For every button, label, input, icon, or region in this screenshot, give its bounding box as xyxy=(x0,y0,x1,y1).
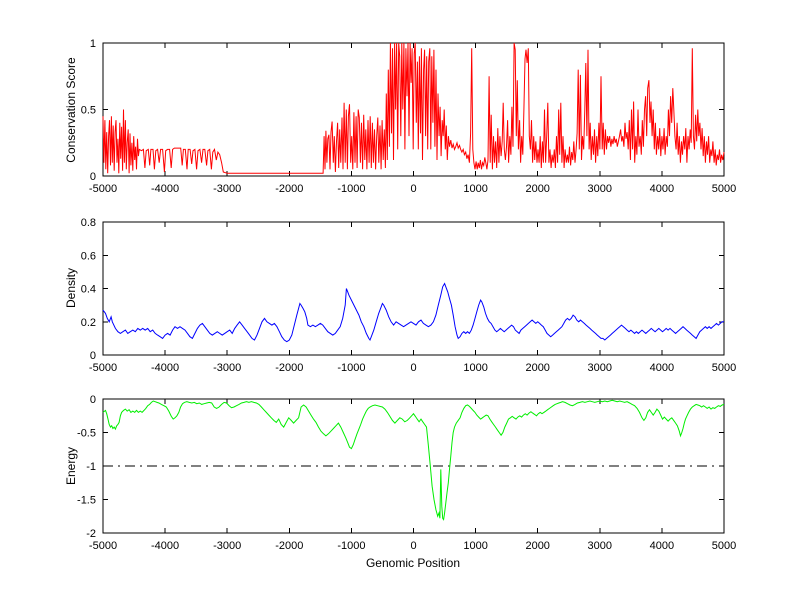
energy-ytick-label: -2 xyxy=(86,528,96,540)
density-ytick-label: 0.8 xyxy=(81,217,96,229)
conservation-score-line xyxy=(102,42,725,174)
conservation-score-ytick-label: 0 xyxy=(90,171,96,183)
conservation-score-ytick-label: 1 xyxy=(90,38,96,50)
ylabel-density: Density xyxy=(64,268,78,309)
density-xtick-label: 4000 xyxy=(650,362,674,374)
conservation-score-subplot: -5000 -4000 -3000 -2000 -1000 0 1000 2000 3000 40… xyxy=(81,38,737,195)
density-xtick-label: 2000 xyxy=(525,362,549,374)
conservation-score-xtick-label: 1000 xyxy=(463,183,487,195)
density-xtick-label: 5000 xyxy=(712,362,736,374)
density-xtick-label: 1000 xyxy=(463,362,487,374)
energy-xtick-label: 0 xyxy=(410,540,416,552)
energy-xtick-label: -4000 xyxy=(151,540,179,552)
density-xtick-label: -1000 xyxy=(337,362,365,374)
density-subplot: -5000 -4000 -3000 -2000 -1000 0 1000 2000 3000 40… xyxy=(81,217,737,374)
density-xtick-label: 0 xyxy=(410,362,416,374)
energy-xtick-label: -3000 xyxy=(213,540,241,552)
density-ytick-label: 0.4 xyxy=(81,284,96,296)
density-ytick-label: 0.6 xyxy=(81,250,96,262)
conservation-score-xtick-label: -4000 xyxy=(151,183,179,195)
density-xtick-label: -5000 xyxy=(89,362,117,374)
conservation-score-ytick-label: 0.5 xyxy=(81,105,96,117)
energy-xtick-label: 5000 xyxy=(712,540,736,552)
conservation-score-xtick-label: -3000 xyxy=(213,183,241,195)
conservation-score-xtick-label: 5000 xyxy=(712,183,736,195)
energy-xtick-label: 2000 xyxy=(525,540,549,552)
energy-ytick-label: -1 xyxy=(86,461,96,473)
ylabel-energy: Energy xyxy=(64,446,78,486)
density-axes-box xyxy=(102,221,725,356)
energy-xtick-label: -5000 xyxy=(89,540,117,552)
conservation-score-xtick-label: 2000 xyxy=(525,183,549,195)
conservation-score-xtick-label: -1000 xyxy=(337,183,365,195)
energy-xtick-label: 4000 xyxy=(650,540,674,552)
density-ytick-label: 0 xyxy=(90,350,96,362)
energy-xtick-label: 3000 xyxy=(588,540,612,552)
energy-line xyxy=(102,399,725,521)
density-xtick-label: -2000 xyxy=(275,362,303,374)
energy-xtick-label: -1000 xyxy=(337,540,365,552)
energy-subplot: -5000 -4000 -3000 -2000 -1000 0 1000 2000 3000 40… xyxy=(77,394,736,552)
density-line xyxy=(102,282,724,343)
energy-xtick-label: -2000 xyxy=(275,540,303,552)
density-xtick-label: 3000 xyxy=(588,362,612,374)
conservation-score-xtick-label: -5000 xyxy=(89,183,117,195)
conservation-score-xtick-label: 0 xyxy=(410,183,416,195)
density-ytick-label: 0.2 xyxy=(81,317,96,329)
energy-ytick-label: 0 xyxy=(90,394,96,406)
conservation-score-xtick-label: -2000 xyxy=(275,183,303,195)
conservation-score-xtick-label: 4000 xyxy=(650,183,674,195)
ylabel-conservation-score: Conservation Score xyxy=(64,57,78,163)
energy-ytick-label: -0.5 xyxy=(77,428,96,440)
xlabel-genomic-position: Genomic Position xyxy=(365,556,461,570)
density-xtick-label: -3000 xyxy=(213,362,241,374)
density-xtick-label: -4000 xyxy=(151,362,179,374)
conservation-score-xtick-label: 3000 xyxy=(588,183,612,195)
energy-ytick-label: -1.5 xyxy=(77,495,96,507)
energy-xtick-label: 1000 xyxy=(463,540,487,552)
